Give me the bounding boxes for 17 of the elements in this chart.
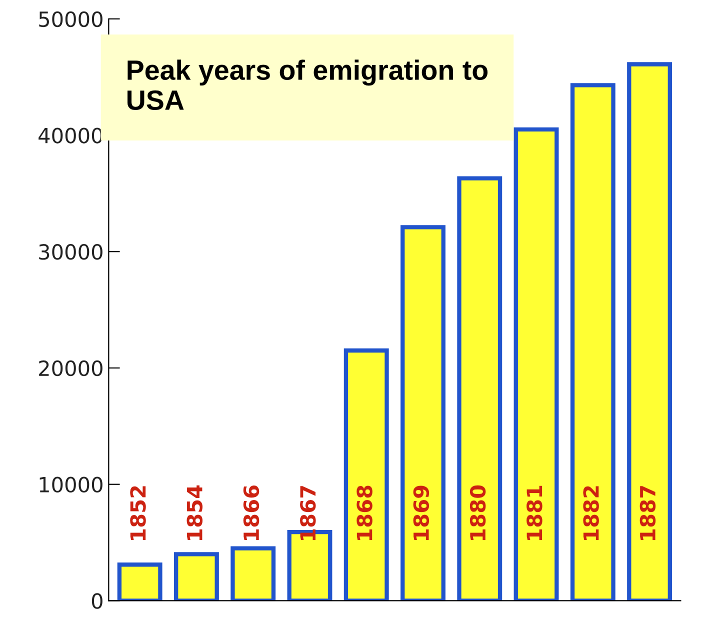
y-tick-label: 10000 <box>40 476 102 493</box>
x-tick-label: 1852 <box>130 486 146 540</box>
text: Peak years of emigration to USA <box>128 60 488 110</box>
x-tick-label: 1882 <box>583 486 599 540</box>
x-tick-label: 1869 <box>413 486 430 540</box>
y-tick-label: 30000 <box>39 244 102 260</box>
y-tick-label: 50000 <box>39 11 102 28</box>
x-tick-label: 1887 <box>640 486 656 540</box>
y-tick-label: 20000 <box>39 360 102 376</box>
x-tick-label: 1854 <box>186 485 203 540</box>
x-tick-label: 1867 <box>300 486 316 540</box>
x-tick-label: 1866 <box>243 486 260 540</box>
y-tick-label: 40000 <box>38 128 102 144</box>
x-tick-label: 1880 <box>470 485 486 540</box>
x-tick-label: 1868 <box>356 486 372 540</box>
y-tick-label: 0 <box>92 593 102 609</box>
x-tick-label: 1881 <box>526 486 542 540</box>
